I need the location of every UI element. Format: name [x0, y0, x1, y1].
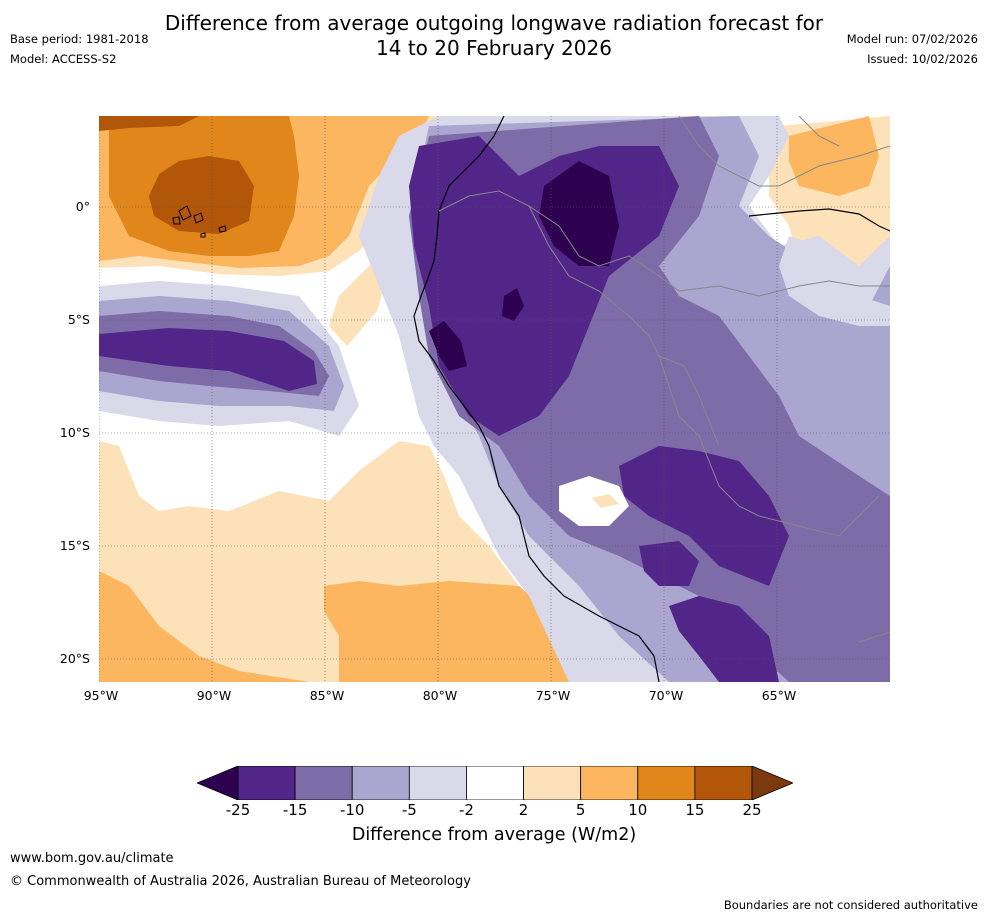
warm-region-northwest-corner: [99, 116, 199, 131]
map-title: Difference from average outgoing longwav…: [0, 11, 988, 61]
header-left: Base period: 1981-2018 Model: ACCESS-S2: [10, 29, 149, 69]
coastline-south-america: [413, 116, 660, 682]
cool-south-core-3: [669, 596, 779, 682]
colorbar-tick-label: 5: [575, 801, 586, 819]
colorbar-bin-1: [294, 765, 353, 801]
lat-label-0: 0°: [75, 199, 90, 214]
colorbar-bin-8: [694, 765, 753, 801]
colorbar-bin-7: [637, 765, 696, 801]
colorbar-bin-2: [351, 765, 410, 801]
model-run: Model run: 07/02/2026: [846, 32, 978, 46]
lon-label-95w: 95°W: [83, 688, 119, 703]
header-right: Model run: 07/02/2026 Issued: 10/02/2026: [847, 29, 978, 69]
ol-radiation-map: [99, 116, 890, 682]
warm-patch-northeast-mid: [789, 116, 879, 196]
colorbar-tick-label: -10: [339, 801, 365, 819]
lon-label-85w: 85°W: [309, 688, 345, 703]
model-name: Model: ACCESS-S2: [10, 52, 117, 66]
amazon-coast: [748, 208, 890, 232]
lon-label-80w: 80°W: [422, 688, 458, 703]
colorbar-tick-label: -5: [401, 801, 417, 819]
colorbar-bin-4: [466, 765, 524, 801]
colorbar-tick-label: 10: [628, 801, 648, 819]
colorbar: [195, 765, 795, 801]
colorbar-tick-label: 2: [518, 801, 529, 819]
colorbar-bin-6: [580, 765, 639, 801]
cool-patch-darkest: [502, 288, 524, 321]
cool-band-west-core: [99, 328, 317, 391]
footer-disclaimer: Boundaries are not considered authoritat…: [723, 898, 978, 912]
warm-core-galapagos: [149, 156, 254, 234]
colorbar-bin-3: [408, 765, 467, 801]
galapagos-islands: [172, 205, 227, 238]
colorbar-svg: [195, 765, 795, 801]
issued-date: Issued: 10/02/2026: [867, 52, 978, 66]
title-line-1: Difference from average outgoing longwav…: [164, 11, 824, 35]
lat-label-20s: 20°S: [59, 651, 90, 666]
map-canvas: [99, 116, 890, 682]
lon-label-65w: 65°W: [761, 688, 797, 703]
warm-region-south-mid: [99, 571, 309, 682]
title-line-2: 14 to 20 February 2026: [376, 36, 612, 60]
colorbar-tick-label: 25: [742, 801, 762, 819]
colorbar-tick-label: -25: [225, 801, 251, 819]
lat-label-15s: 15°S: [59, 538, 90, 553]
cool-coastal-darkest: [429, 321, 467, 371]
colorbar-tick-label: 15: [685, 801, 705, 819]
colorbar-under-arrow: [195, 765, 239, 801]
colorbar-over-arrow: [751, 765, 795, 801]
lat-label-5s: 5°S: [67, 312, 90, 327]
colorbar-label: Difference from average (W/m2): [351, 825, 637, 845]
colorbar-bin-0: [237, 765, 296, 801]
cool-light-east: [779, 236, 890, 326]
warm-patch-inland: [592, 494, 619, 508]
lat-label-10s: 10°S: [59, 425, 90, 440]
footer-url: www.bom.gov.au/climate: [10, 851, 174, 866]
country-borders: [438, 116, 890, 643]
cool-band-south-gap: [559, 476, 629, 526]
lon-label-75w: 75°W: [535, 688, 571, 703]
cool-south-core-2: [639, 541, 699, 586]
cool-south-core-1: [619, 446, 789, 586]
colorbar-tick-label: -15: [282, 801, 308, 819]
graticule: [99, 116, 890, 682]
colorbar-tick-label: -2: [458, 801, 474, 819]
cool-mainland-darkest: [539, 161, 619, 266]
footer-copyright: © Commonwealth of Australia 2026, Austra…: [10, 874, 471, 889]
warm-patch-pacific-core: [329, 254, 389, 346]
base-period: Base period: 1981-2018: [10, 32, 149, 46]
lon-label-90w: 90°W: [196, 688, 232, 703]
colorbar-bin-5: [523, 765, 582, 801]
lon-label-70w: 70°W: [648, 688, 684, 703]
